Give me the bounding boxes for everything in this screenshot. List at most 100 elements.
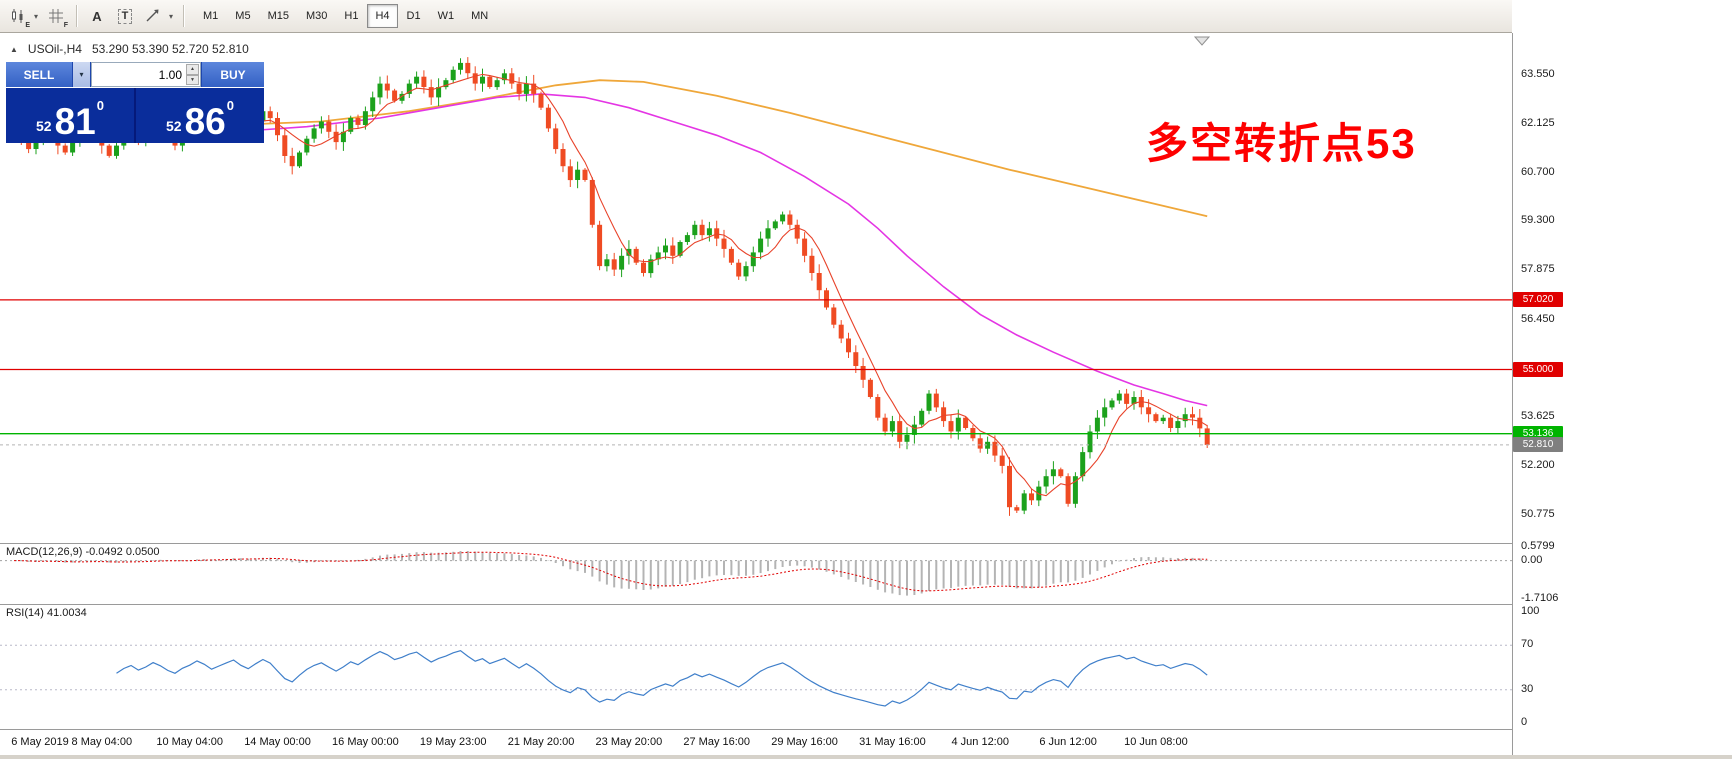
timeframe-button-h1[interactable]: H1 [336,4,366,28]
price-axis[interactable]: 63.550 62.125 60.700 59.300 57.875 56.450 53.6… [1512,0,1732,755]
macd-signal-line [13,551,1208,592]
price-axis-label: 57.875 [1521,263,1555,276]
sell-price-prefix: 52 [36,118,52,134]
text-label-tool-button[interactable]: A [84,3,110,29]
grid-button[interactable]: F [43,3,69,29]
drawing-tools-button[interactable] [140,3,166,29]
horizontal-scrollbar[interactable] [0,755,1732,759]
chart-ohlc-values: 53.290 53.390 52.720 52.810 [91,42,249,56]
text-label-icon: A [92,8,102,24]
top-toolbar: E ▾ F A T ▾ M1 M5 M15 M30 H1 H4 D1 W1 MN [0,0,1732,33]
time-axis-label: 6 May 2019 [11,736,69,748]
panel-divider[interactable] [0,543,1732,544]
sell-button[interactable]: SELL [6,62,72,87]
timeframe-bar: M1 M5 M15 M30 H1 H4 D1 W1 MN [195,4,496,28]
toolbar-separator [183,5,184,27]
buy-price-pip: 0 [226,98,234,113]
macd-panel[interactable]: MACD(12,26,9) -0.0492 0.0500 [0,544,1512,604]
buy-price-display[interactable]: 52 86 0 [136,88,264,143]
hline-price-tag[interactable]: 55.000 [1513,361,1563,377]
price-chart-panel[interactable]: ▲ USOil-,H4 53.290 53.390 52.720 52.810 … [0,33,1512,543]
buy-button[interactable]: BUY [202,62,264,87]
volume-down-button[interactable]: ▼ [186,74,199,85]
timeframe-button-m1[interactable]: M1 [195,4,226,28]
sell-price-pip: 0 [96,98,104,113]
rsi-axis-label: 100 [1521,605,1540,617]
current-price-tag: 52.810 [1513,436,1563,452]
time-axis-label: 31 May 16:00 [859,736,926,748]
volume-field-wrap: ▲ ▼ [91,62,201,87]
time-axis-label: 8 May 04:00 [71,736,133,748]
timeframe-button-d1[interactable]: D1 [399,4,429,28]
price-axis-label: 60.700 [1521,166,1555,179]
toolbar-separator [76,5,77,27]
time-axis-label: 27 May 16:00 [683,736,751,748]
text-box-tool-button[interactable]: T [112,3,138,29]
panel-divider[interactable] [0,604,1732,605]
timeframe-button-m30[interactable]: M30 [298,4,335,28]
rsi-indicator-label: RSI(14) 41.0034 [6,607,87,619]
candles-layer [11,57,1210,516]
volume-up-button[interactable]: ▲ [186,64,199,75]
buy-price-prefix: 52 [166,118,182,134]
chart-annotation-text[interactable]: 多空转折点53 [1146,120,1417,167]
buy-price-main: 86 [184,100,226,142]
timeframe-button-m15[interactable]: M15 [260,4,297,28]
rsi-axis-label: 30 [1521,682,1534,695]
time-axis-label: 6 Jun 12:00 [1039,736,1097,748]
volume-dropdown-button[interactable]: ▾ [73,62,90,87]
sell-price-main: 81 [54,100,96,142]
tool-badge: F [63,22,68,29]
grid-icon [49,9,63,23]
time-axis-label: 29 May 16:00 [771,736,838,748]
candlestick-chart-icon [12,9,23,23]
timeframe-button-w1[interactable]: W1 [430,4,463,28]
macd-axis-label: -1.7106 [1521,592,1559,605]
time-axis-label: 4 Jun 12:00 [951,736,1009,748]
macd-axis-label: 0.5799 [1521,540,1555,553]
chart-symbol-label: USOil-,H4 [27,42,82,56]
time-axis-label: 19 May 23:00 [419,736,487,748]
macd-chart-svg [0,551,1512,596]
time-axis-label: 14 May 00:00 [244,736,311,748]
price-chart-svg[interactable] [0,33,1512,543]
price-axis-label: 63.550 [1521,68,1555,80]
chevron-down-icon[interactable]: ▾ [33,11,38,21]
time-axis-label: 16 May 00:00 [332,736,399,748]
price-axis-label: 53.625 [1521,409,1555,422]
price-axis-label: 50.775 [1521,508,1555,520]
price-axis-label: 56.450 [1521,312,1555,325]
timeframe-button-m5[interactable]: M5 [227,4,258,28]
time-axis[interactable]: 6 May 2019 8 May 04:00 10 May 04:00 14 May … [0,730,1732,755]
price-axis-label: 52.200 [1521,458,1555,471]
price-axis-label: 59.300 [1521,214,1555,227]
time-axis-label: 21 May 20:00 [507,736,575,748]
rsi-axis-label: 70 [1521,638,1534,651]
rsi-line [116,650,1208,707]
timeframe-button-mn[interactable]: MN [463,4,496,28]
volume-input[interactable] [92,63,200,86]
time-axis-label: 10 Jun 08:00 [1124,736,1188,748]
chart-shift-marker-icon[interactable] [1193,36,1211,46]
time-axis-label: 10 May 04:00 [156,736,223,748]
price-axis-label: 62.125 [1521,117,1555,130]
panel-divider [0,729,1732,730]
hline-price-tag[interactable]: 57.020 [1513,291,1563,307]
trendline-icon [146,9,159,22]
axis-divider [1512,33,1513,755]
chart-type-button[interactable]: E [5,3,31,29]
timeframe-button-h4[interactable]: H4 [367,4,398,28]
rsi-panel[interactable]: RSI(14) 41.0034 [0,605,1512,729]
macd-histogram [20,551,1209,596]
macd-indicator-label: MACD(12,26,9) -0.0492 0.0500 [6,546,160,558]
macd-axis-label: 0.00 [1521,553,1543,566]
rsi-chart-svg [0,644,1512,707]
sell-price-display[interactable]: 52 81 0 [6,88,134,143]
chart-header: ▲ USOil-,H4 53.290 53.390 52.720 52.810 [10,42,249,56]
rsi-axis-label: 0 [1521,716,1528,728]
one-click-trading-widget: SELL ▾ ▲ ▼ BUY 52 81 0 52 86 0 [6,62,264,143]
slow-ma-line [233,79,1208,218]
volume-stepper: ▲ ▼ [186,64,199,85]
chevron-down-icon[interactable]: ▾ [168,11,173,21]
symbol-marker-icon: ▲ [10,44,18,54]
